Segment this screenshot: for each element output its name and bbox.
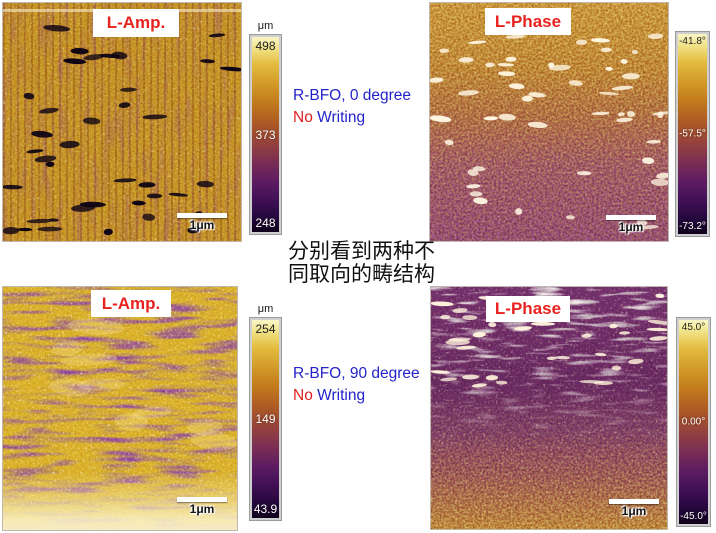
colorbar-phase-0deg: -41.8° -57.5° -73.2°: [675, 31, 710, 237]
colorbar-phase-90deg: 45.0° 0.00° -45.0°: [676, 317, 711, 527]
pfm-image-amplitude-90deg: L-Amp. 1μm: [2, 286, 238, 531]
panel-label: L-Phase: [486, 296, 570, 322]
colorbar-amplitude-0deg: μm 498 373 248: [249, 20, 282, 235]
annotation-no: No: [293, 387, 313, 404]
colorbar-unit: μm: [257, 303, 274, 315]
scale-bar-label: 1μm: [189, 502, 215, 516]
white-domain-blobs: [430, 26, 668, 230]
colorbar-unit: μm: [257, 20, 274, 32]
colorbar-mid: 0.00°: [681, 416, 706, 428]
scale-bar-line: [177, 497, 227, 502]
panel-label-text: L-Amp.: [101, 293, 161, 313]
colorbar-mid: 373: [255, 127, 276, 142]
pfm-image-phase-0deg: L-Phase 1μm: [429, 2, 669, 242]
pfm-image-amplitude-0deg: L-Amp. 1μm: [2, 2, 242, 242]
annotation-no-writing: No Writing: [293, 107, 411, 129]
colorbar-min: -45.0°: [680, 511, 707, 522]
annotation-writing: Writing: [312, 387, 366, 404]
scale-bar-line: [606, 215, 656, 220]
bright-patch-blobs: [49, 318, 237, 451]
scale-bar: 1μm: [175, 213, 229, 232]
panel-label: L-Phase: [485, 8, 571, 35]
colorbar-max: -41.8°: [679, 36, 706, 47]
colorbar-min: -73.2°: [679, 221, 706, 232]
panel-label-text: L-Phase: [494, 299, 562, 318]
colorbar-gradient: -41.8° -57.5° -73.2°: [675, 31, 710, 237]
annotation-sample-90deg: R-BFO, 90 degree: [293, 365, 420, 382]
colorbar-min: 248: [255, 216, 276, 230]
dark-domain-blobs: [3, 17, 241, 236]
colorbar-max: 498: [255, 39, 276, 53]
colorbar-max: 254: [255, 322, 276, 336]
annotation-top: R-BFO, 0 degree No Writing: [293, 85, 411, 129]
annotation-no: No: [293, 109, 313, 126]
annotation-writing: Writing: [312, 109, 366, 126]
scale-bar-line: [177, 213, 227, 218]
scale-bar: 1μm: [175, 497, 229, 516]
colorbar-gradient: 498 373 248: [249, 34, 282, 235]
scale-bar-label: 1μm: [189, 218, 215, 232]
scale-bar-label: 1μm: [621, 504, 647, 518]
colorbar-min: 43.9: [253, 502, 278, 516]
caption-chinese-line1: 分别看到两种不: [288, 240, 435, 263]
white-domain-blobs: [431, 293, 667, 388]
colorbar-amplitude-90deg: μm 254 149 43.9: [249, 303, 282, 521]
panel-label-text: L-Amp.: [106, 13, 166, 32]
colorbar-gradient: 254 149 43.9: [249, 317, 282, 521]
colorbar-mid: -57.5°: [679, 128, 706, 140]
panel-label-text: L-Phase: [494, 11, 562, 31]
scale-bar-label: 1μm: [618, 220, 644, 234]
caption-chinese-line2: 同取向的畴结构: [288, 263, 435, 286]
colorbar-gradient: 45.0° 0.00° -45.0°: [676, 317, 711, 527]
annotation-sample-0deg: R-BFO, 0 degree: [293, 87, 412, 104]
caption-chinese: 分别看到两种不 同取向的畴结构: [288, 240, 435, 286]
noise-grain: [3, 3, 241, 241]
scale-bar: 1μm: [607, 499, 661, 518]
annotation-bottom: R-BFO, 90 degree No Writing: [293, 363, 420, 407]
panel-label: L-Amp.: [91, 290, 171, 317]
panel-label: L-Amp.: [93, 9, 179, 37]
colorbar-mid: 149: [255, 412, 276, 426]
scale-bar-line: [609, 499, 659, 504]
annotation-no-writing: No Writing: [293, 385, 420, 407]
scale-bar: 1μm: [604, 215, 658, 234]
noise-grain: [431, 287, 667, 529]
pfm-image-phase-90deg: L-Phase 1μm: [430, 286, 668, 530]
colorbar-max: 45.0°: [681, 322, 706, 333]
